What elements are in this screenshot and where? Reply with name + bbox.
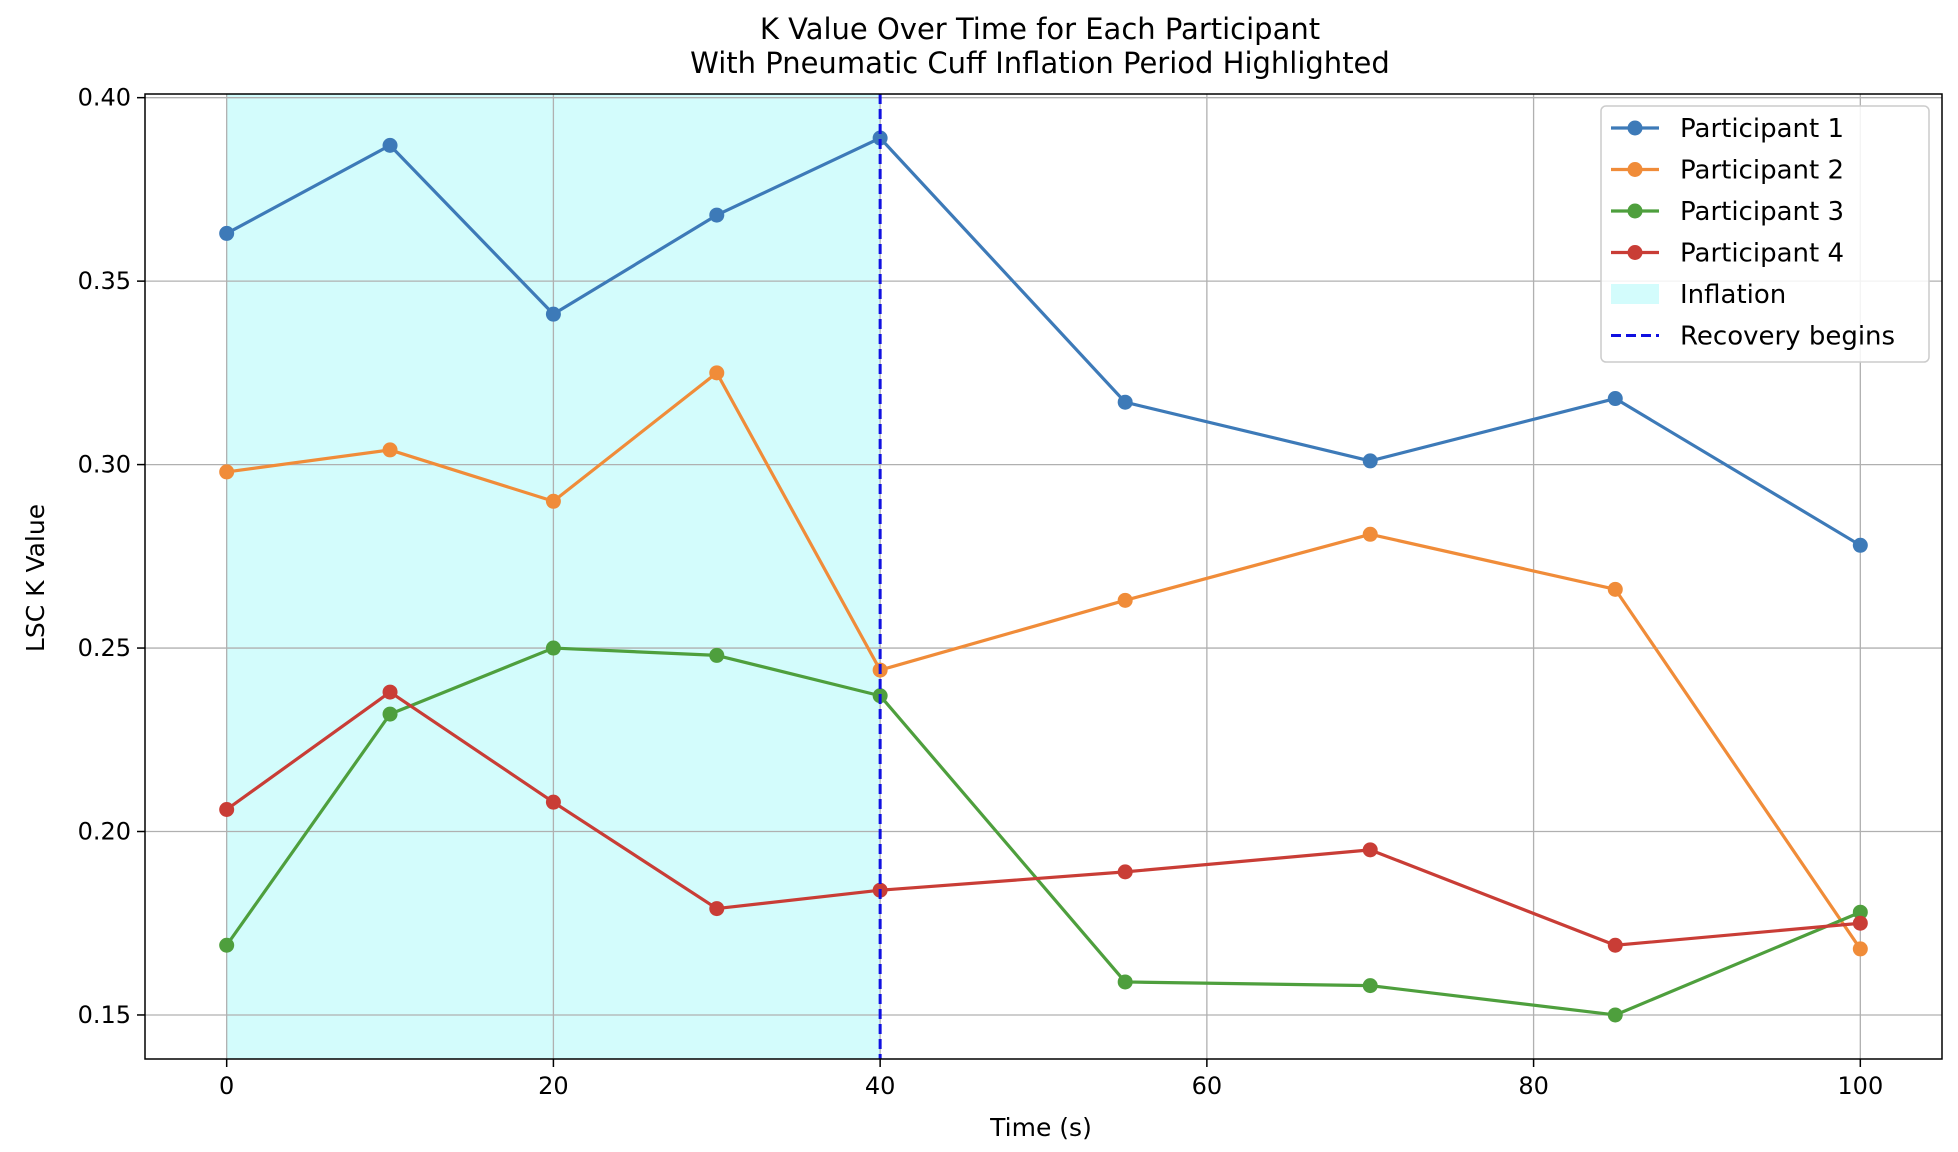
data-point-participant-1: [219, 225, 235, 241]
y-axis-label: LSC K Value: [21, 504, 50, 652]
data-point-participant-1: [872, 130, 888, 146]
data-point-participant-2: [1362, 526, 1378, 542]
data-point-participant-3: [1607, 1007, 1623, 1023]
data-point-participant-1: [382, 137, 398, 153]
y-tick-label: 0.25: [78, 634, 131, 662]
data-point-participant-2: [1117, 592, 1133, 608]
y-tick-label: 0.35: [78, 267, 131, 295]
data-point-participant-2: [709, 365, 725, 381]
legend-label-recovery: Recovery begins: [1680, 322, 1895, 352]
legend-label-participant-3: Participant 3: [1680, 197, 1844, 227]
data-point-participant-3: [1117, 974, 1133, 990]
data-point-participant-3: [1852, 904, 1868, 920]
data-point-participant-3: [219, 937, 235, 953]
data-point-participant-1: [1117, 394, 1133, 410]
data-point-participant-4: [709, 901, 725, 917]
legend-label-participant-4: Participant 4: [1680, 239, 1844, 269]
data-point-participant-2: [545, 493, 561, 509]
legend-label-participant-2: Participant 2: [1680, 156, 1844, 186]
data-point-participant-3: [545, 640, 561, 656]
legend-marker-participant-2: [1627, 162, 1643, 177]
data-point-participant-1: [1607, 391, 1623, 407]
data-point-participant-3: [382, 706, 398, 722]
x-tick-label: 40: [865, 1072, 896, 1100]
axes-frame: [144, 93, 1943, 1060]
x-axis-label: Time (s): [989, 1113, 1092, 1142]
legend-swatch-inflation: [1611, 284, 1659, 304]
chart-title: K Value Over Time for Each Participant: [760, 12, 1320, 46]
data-point-participant-1: [709, 207, 725, 223]
x-tick-label: 60: [1192, 1072, 1223, 1100]
data-point-participant-2: [1607, 581, 1623, 597]
legend: Participant 1 Participant 2 Participant 3 P…: [1600, 105, 1930, 363]
y-tick-label: 0.20: [78, 818, 131, 846]
x-tick-label: 80: [1518, 1072, 1549, 1100]
y-tick-label: 0.30: [78, 451, 131, 479]
data-point-participant-4: [1607, 937, 1623, 953]
chart-subtitle: With Pneumatic Cuff Inflation Period Hig…: [690, 46, 1390, 80]
legend-marker-participant-3: [1627, 203, 1643, 219]
data-point-participant-4: [1852, 915, 1868, 931]
data-point-participant-4: [382, 684, 398, 700]
x-tick-label: 20: [538, 1072, 569, 1100]
x-tick-label: 0: [219, 1072, 234, 1100]
legend-label-participant-1: Participant 1: [1680, 114, 1844, 144]
legend-marker-participant-4: [1627, 245, 1643, 260]
data-point-participant-1: [545, 306, 561, 322]
data-point-participant-4: [1117, 864, 1133, 880]
legend-marker-participant-1: [1627, 120, 1643, 136]
data-point-participant-2: [219, 464, 235, 480]
data-point-participant-4: [1362, 842, 1378, 858]
data-point-participant-4: [219, 801, 235, 817]
data-point-participant-2: [382, 442, 398, 458]
plot-area: 0 20 40 60 80 100 0.15 0.20 0.25 0.30 0.35 0.40: [78, 84, 1943, 1100]
data-point-participant-1: [1362, 453, 1378, 469]
legend-label-inflation: Inflation: [1680, 280, 1786, 310]
data-point-participant-3: [1362, 978, 1378, 994]
legend-box: [1600, 105, 1930, 363]
data-point-participant-1: [1852, 537, 1868, 553]
y-tick-label: 0.15: [78, 1001, 131, 1029]
data-point-participant-4: [545, 794, 561, 810]
x-tick-label: 100: [1837, 1072, 1883, 1100]
data-point-participant-2: [1852, 941, 1868, 957]
data-point-participant-3: [709, 647, 725, 663]
y-tick-label: 0.40: [78, 84, 131, 112]
